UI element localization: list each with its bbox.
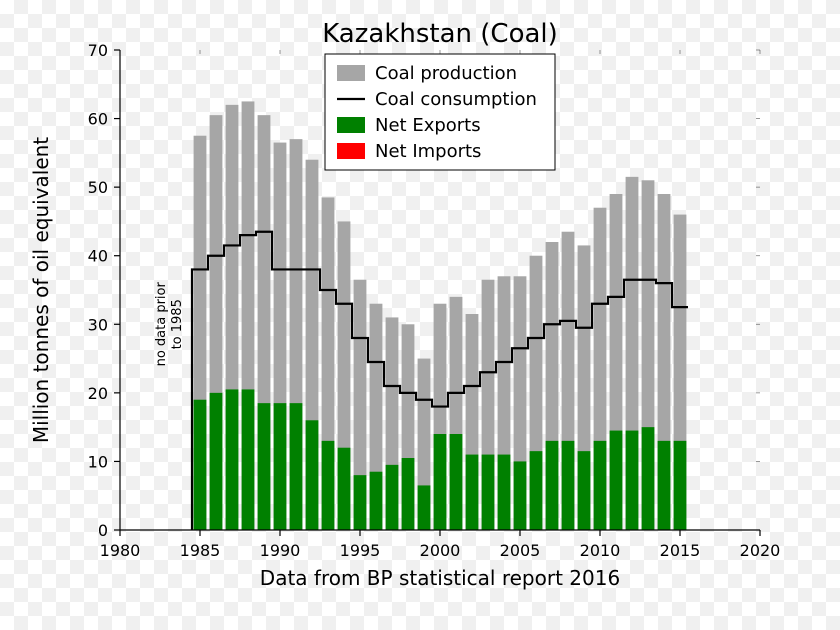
- chart-svg: 1980 1985 1990 1995 2000 2005 2010 2015 2020 0 10 2…: [0, 0, 840, 630]
- legend-swatch: [337, 143, 365, 159]
- legend-label: Coal consumption: [375, 89, 537, 110]
- net-exports-bar: [306, 420, 319, 530]
- net-exports-bar: [322, 441, 335, 530]
- legend-swatch: [337, 65, 365, 81]
- chart-container: 1980 1985 1990 1995 2000 2005 2010 2015 2020 0 10 2…: [0, 0, 840, 630]
- y-tick-label: 0: [98, 521, 108, 540]
- legend-label: Coal production: [375, 63, 517, 84]
- chart-title: Kazakhstan (Coal): [322, 19, 558, 49]
- x-tick-label: 2015: [660, 541, 701, 560]
- chart-subtitle: Data from BP statistical report 2016: [260, 566, 620, 590]
- y-tick-label: 20: [88, 384, 108, 403]
- net-exports-bar: [226, 389, 239, 530]
- y-tick-label: 40: [88, 247, 108, 266]
- net-exports-bar: [418, 485, 431, 530]
- net-exports-bar: [642, 427, 655, 530]
- legend-label: Net Imports: [375, 141, 481, 162]
- net-exports-bar: [434, 434, 447, 530]
- net-exports-bar: [498, 455, 511, 530]
- x-tick-label: 2020: [740, 541, 781, 560]
- x-tick-label: 1985: [180, 541, 221, 560]
- net-exports-bar: [674, 441, 687, 530]
- net-exports-bar: [594, 441, 607, 530]
- y-axis-label: Million tonnes of oil equivalent: [29, 137, 53, 443]
- x-tick-label: 1995: [340, 541, 381, 560]
- x-tick-label: 2005: [500, 541, 541, 560]
- net-exports-bar: [610, 431, 623, 530]
- y-tick-label: 50: [88, 178, 108, 197]
- net-exports-bar: [402, 458, 415, 530]
- annotation-line2: to 1985: [170, 299, 185, 349]
- net-exports-bar: [626, 431, 639, 530]
- net-exports-bar: [482, 455, 495, 530]
- net-exports-bar: [466, 455, 479, 530]
- x-tick-label: 2010: [580, 541, 621, 560]
- legend-swatch: [337, 117, 365, 133]
- net-exports-bar: [258, 403, 271, 530]
- net-exports-bar: [338, 448, 351, 530]
- net-exports-bar: [514, 461, 527, 530]
- net-exports-bar: [450, 434, 463, 530]
- net-exports-bar: [194, 400, 207, 530]
- net-exports-bar: [562, 441, 575, 530]
- y-tick-label: 60: [88, 110, 108, 129]
- net-exports-bar: [354, 475, 367, 530]
- net-exports-bar: [210, 393, 223, 530]
- y-tick-label: 30: [88, 315, 108, 334]
- y-tick-label: 10: [88, 452, 108, 471]
- x-tick-label: 1990: [260, 541, 301, 560]
- net-exports-bar: [386, 465, 399, 530]
- net-exports-bar: [242, 389, 255, 530]
- annotation-line1: no data prior: [154, 282, 169, 367]
- net-exports-bar: [658, 441, 671, 530]
- net-exports-bar: [578, 451, 591, 530]
- net-exports-bar: [546, 441, 559, 530]
- net-exports-bar: [370, 472, 383, 530]
- net-exports-bar: [290, 403, 303, 530]
- net-exports-bar: [530, 451, 543, 530]
- x-tick-label: 2000: [420, 541, 461, 560]
- x-tick-label: 1980: [100, 541, 141, 560]
- net-exports-bar: [274, 403, 287, 530]
- legend-label: Net Exports: [375, 115, 481, 136]
- y-tick-label: 70: [88, 41, 108, 60]
